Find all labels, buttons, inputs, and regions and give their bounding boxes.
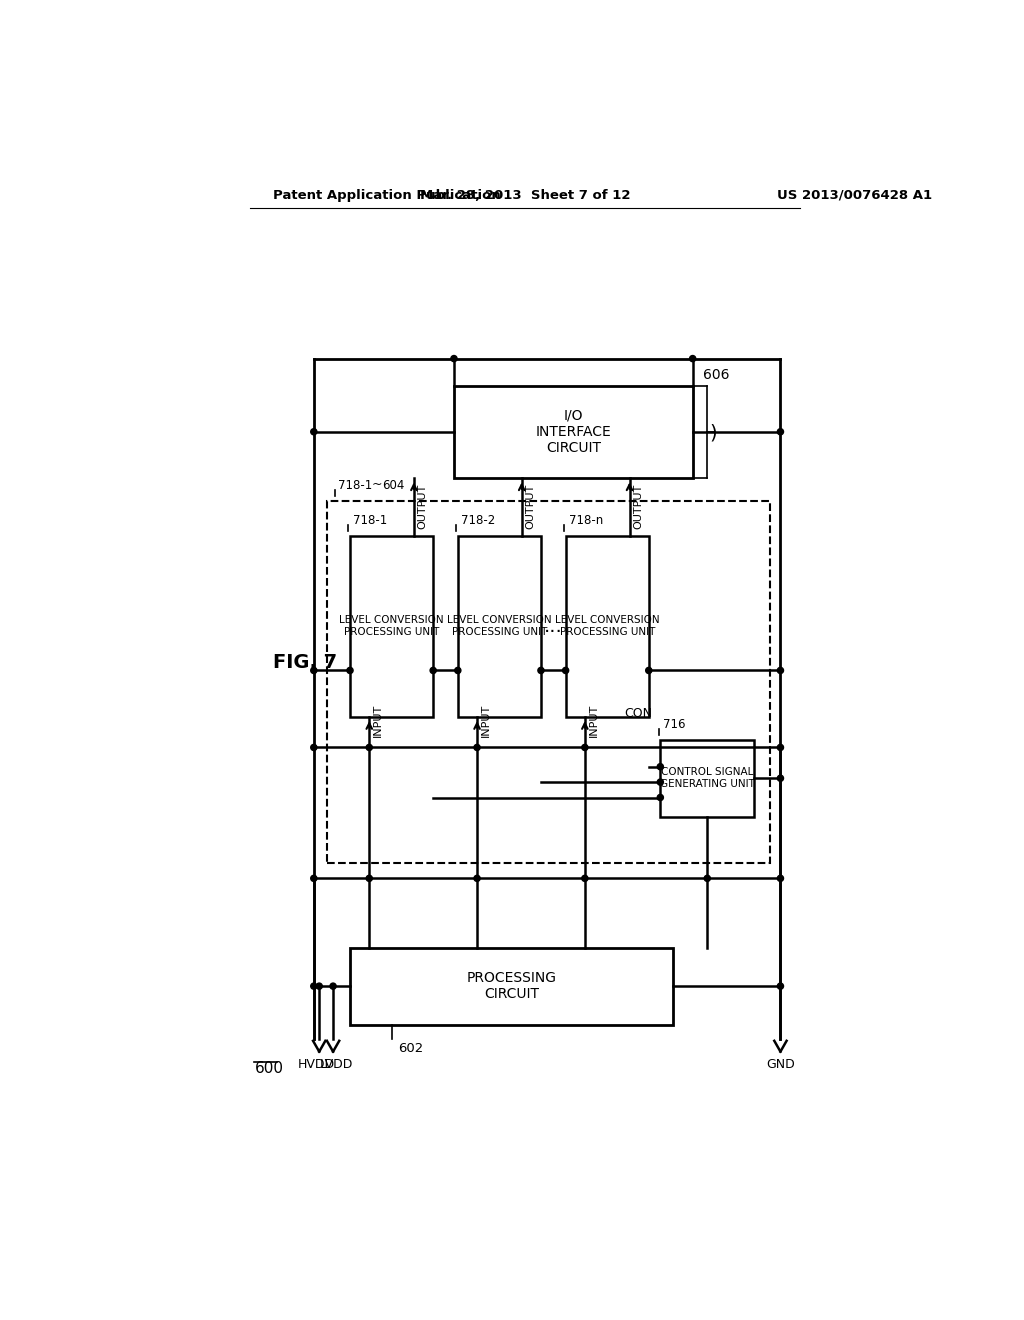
Text: PROCESSING
CIRCUIT: PROCESSING CIRCUIT	[467, 972, 557, 1002]
Circle shape	[474, 744, 480, 751]
Circle shape	[430, 668, 436, 673]
Circle shape	[310, 429, 316, 434]
Circle shape	[657, 795, 664, 800]
Text: LEVEL CONVERSION
PROCESSING UNIT: LEVEL CONVERSION PROCESSING UNIT	[447, 615, 552, 638]
Text: INPUT: INPUT	[481, 704, 490, 737]
Text: I/O
INTERFACE
CIRCUIT: I/O INTERFACE CIRCUIT	[536, 409, 611, 455]
Bar	[350, 948, 674, 1024]
Text: ~: ~	[372, 478, 382, 491]
Circle shape	[538, 668, 544, 673]
Circle shape	[705, 875, 711, 882]
Circle shape	[689, 355, 695, 362]
Text: 604: 604	[382, 479, 404, 492]
Circle shape	[777, 744, 783, 751]
Circle shape	[777, 875, 783, 882]
Text: LEVEL CONVERSION
PROCESSING UNIT: LEVEL CONVERSION PROCESSING UNIT	[339, 615, 443, 638]
Circle shape	[310, 983, 316, 989]
Circle shape	[646, 668, 652, 673]
Text: HVDD: HVDD	[298, 1057, 335, 1071]
Text: Mar. 28, 2013  Sheet 7 of 12: Mar. 28, 2013 Sheet 7 of 12	[420, 189, 630, 202]
Text: 602: 602	[397, 1041, 423, 1055]
Text: 718-n: 718-n	[568, 513, 603, 527]
Circle shape	[310, 744, 316, 751]
Circle shape	[455, 668, 461, 673]
Circle shape	[310, 668, 316, 673]
Text: 718-1: 718-1	[339, 479, 373, 492]
Circle shape	[777, 668, 783, 673]
Text: US 2013/0076428 A1: US 2013/0076428 A1	[777, 189, 933, 202]
Text: INPUT: INPUT	[589, 704, 599, 737]
Text: 716: 716	[664, 718, 686, 731]
Circle shape	[367, 744, 373, 751]
Circle shape	[451, 355, 457, 362]
Circle shape	[474, 875, 480, 882]
Bar	[565, 536, 649, 717]
Circle shape	[657, 779, 664, 785]
Text: LVDD: LVDD	[319, 1057, 353, 1071]
Bar	[458, 536, 541, 717]
Circle shape	[367, 875, 373, 882]
Bar	[454, 385, 692, 478]
Circle shape	[777, 429, 783, 434]
Text: INPUT: INPUT	[373, 704, 383, 737]
Circle shape	[777, 983, 783, 989]
Text: CON: CON	[625, 708, 652, 721]
Text: CONTROL SIGNAL
GENERATING UNIT: CONTROL SIGNAL GENERATING UNIT	[659, 767, 755, 789]
Bar	[660, 739, 755, 817]
Circle shape	[582, 744, 588, 751]
Text: LEVEL CONVERSION
PROCESSING UNIT: LEVEL CONVERSION PROCESSING UNIT	[555, 615, 659, 638]
Circle shape	[582, 875, 588, 882]
Text: OUTPUT: OUTPUT	[634, 484, 643, 529]
Text: 600: 600	[255, 1061, 285, 1076]
Text: 718-2: 718-2	[461, 513, 496, 527]
Circle shape	[347, 668, 353, 673]
Circle shape	[316, 983, 323, 989]
Circle shape	[777, 775, 783, 781]
Circle shape	[330, 983, 336, 989]
Text: FIG. 7: FIG. 7	[273, 653, 337, 672]
Text: 606: 606	[702, 368, 729, 381]
Text: OUTPUT: OUTPUT	[525, 484, 536, 529]
Text: ...: ...	[544, 616, 562, 636]
Circle shape	[562, 668, 568, 673]
Text: 718-1: 718-1	[353, 513, 387, 527]
Bar	[327, 502, 770, 863]
Circle shape	[657, 763, 664, 770]
Text: ): )	[710, 424, 717, 442]
Bar	[350, 536, 433, 717]
Text: OUTPUT: OUTPUT	[418, 484, 428, 529]
Text: Patent Application Publication: Patent Application Publication	[273, 189, 501, 202]
Circle shape	[310, 875, 316, 882]
Text: GND: GND	[766, 1057, 795, 1071]
